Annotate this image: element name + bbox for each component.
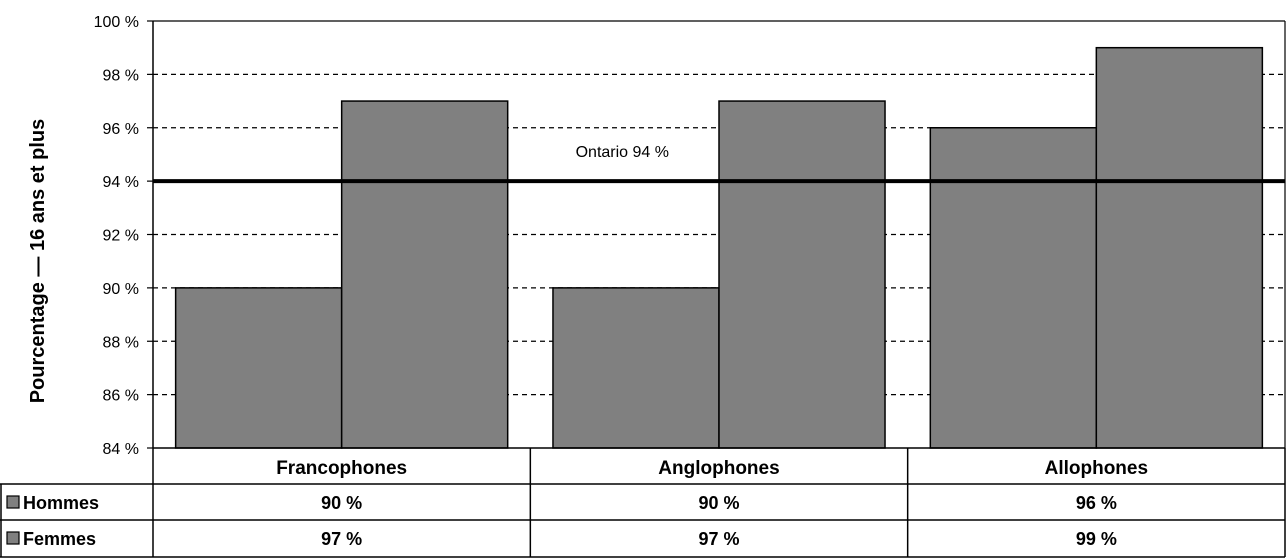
data-label: 96 %	[1076, 493, 1117, 513]
y-tick-label: 98 %	[103, 67, 139, 84]
data-label: 90 %	[698, 493, 739, 513]
y-tick-label: 94 %	[103, 174, 139, 191]
bar-hommes-francophones	[174, 287, 343, 449]
y-tick-label: 88 %	[103, 334, 139, 351]
legend-swatch-hommes	[6, 495, 20, 509]
y-tick-label: 96 %	[103, 121, 139, 138]
category-label: Allophones	[1045, 458, 1148, 479]
y-tick-label: 100 %	[94, 14, 139, 31]
ontario-reference-label: Ontario 94 %	[576, 144, 669, 161]
bar-hommes-anglophones	[552, 287, 720, 449]
y-tick-label: 86 %	[103, 388, 139, 405]
y-tick-label: 92 %	[103, 228, 139, 245]
bar-hommes-allophones	[929, 127, 1098, 449]
y-axis-label: Pourcentage — 16 ans et plus	[27, 119, 49, 404]
legend-swatch-femmes	[6, 531, 20, 545]
data-label: 97 %	[698, 529, 739, 549]
category-label: Francophones	[276, 458, 407, 479]
bar-femmes-francophones	[340, 100, 509, 449]
y-tick-label: 84 %	[103, 441, 139, 458]
bar-femmes-allophones	[1095, 46, 1264, 449]
reference-line-group: Ontario 94 %	[153, 144, 1285, 184]
y-tick-label: 90 %	[103, 281, 139, 298]
bars	[174, 46, 1264, 449]
legend-label-femmes: Femmes	[23, 529, 96, 549]
legend-label-hommes: Hommes	[23, 493, 99, 513]
category-label: Anglophones	[658, 458, 779, 479]
bar-femmes-anglophones	[718, 100, 886, 449]
data-label: 99 %	[1076, 529, 1117, 549]
data-table: Francophones Anglophones Allophones Hommes 9…	[0, 447, 1286, 558]
data-label: 90 %	[321, 493, 362, 513]
y-tick-labels: 84 % 86 % 88 % 90 % 92 % 94 % 96 % 98 % 100 %	[94, 14, 153, 458]
data-label: 97 %	[321, 529, 362, 549]
